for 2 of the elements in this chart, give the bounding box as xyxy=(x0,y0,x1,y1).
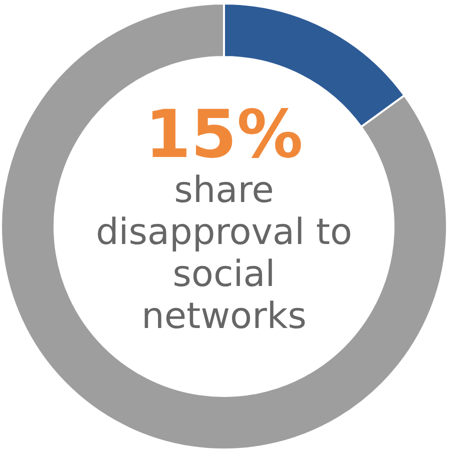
text: share disapproval to social networks xyxy=(94,170,354,338)
text: 15% xyxy=(145,96,303,173)
